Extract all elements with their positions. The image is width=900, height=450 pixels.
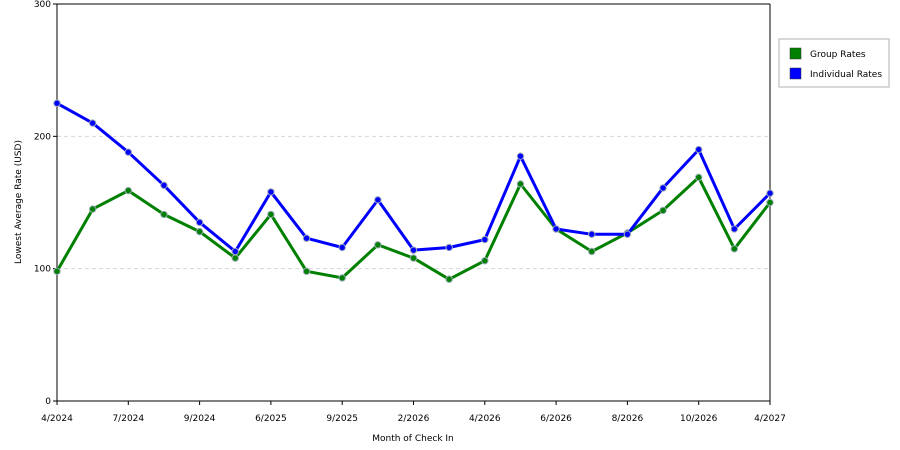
x-tick-label: 6/2025: [255, 414, 287, 424]
series: [53, 99, 774, 283]
series-line: [55, 175, 772, 281]
data-point: [374, 196, 382, 204]
x-axis-title: Month of Check In: [372, 434, 454, 444]
x-tick-label: 4/2024: [41, 414, 73, 424]
x-tick-label: 4/2026: [469, 414, 501, 424]
legend-swatch: [789, 67, 802, 80]
y-tick-label: 100: [34, 265, 51, 275]
data-point: [124, 148, 133, 156]
data-point: [338, 274, 346, 282]
y-tick-label: 300: [34, 0, 51, 10]
data-point: [338, 243, 346, 252]
y-tick-label: 0: [45, 397, 51, 407]
data-point: [88, 205, 97, 213]
data-point: [160, 210, 168, 219]
data-point: [695, 173, 703, 182]
data-point: [374, 241, 382, 249]
data-point: [302, 234, 311, 242]
x-tick-label: 9/2025: [326, 414, 358, 424]
y-tick-label: 200: [34, 132, 51, 142]
data-point: [445, 243, 453, 252]
series-group-rates: [53, 173, 774, 283]
data-point: [409, 246, 418, 254]
x-tick-label: 6/2026: [540, 414, 572, 424]
y-ticks: 0 100 200 300: [34, 0, 57, 407]
data-point: [659, 184, 667, 192]
data-point: [552, 225, 560, 233]
data-point: [516, 152, 525, 160]
data-point: [516, 180, 525, 188]
data-point: [623, 230, 632, 238]
data-point: [481, 257, 489, 265]
series-line: [56, 101, 772, 253]
data-point: [588, 247, 596, 256]
legend: Group Rates Individual Rates: [778, 38, 890, 88]
data-point: [730, 225, 739, 233]
legend-swatch: [789, 47, 802, 60]
data-point: [445, 275, 453, 283]
legend-items: Group Rates Individual Rates: [789, 47, 882, 80]
data-point: [588, 230, 596, 238]
data-point: [302, 267, 311, 276]
data-point: [160, 181, 168, 189]
x-tick-label: 8/2026: [612, 414, 644, 424]
legend-label: Group Rates: [810, 50, 866, 60]
axes: [56, 3, 771, 402]
data-point: [267, 210, 275, 219]
data-point: [730, 245, 739, 253]
data-point: [195, 227, 204, 236]
data-point: [195, 218, 204, 227]
data-point: [766, 198, 774, 207]
x-tick-label: 10/2026: [680, 414, 718, 424]
data-point: [231, 247, 239, 256]
x-tick-label: 2/2026: [398, 414, 430, 424]
data-point: [659, 206, 667, 215]
data-point: [53, 99, 61, 107]
series-individual-rates: [53, 99, 774, 256]
data-point: [267, 188, 275, 196]
legend-label: Individual Rates: [810, 70, 882, 80]
data-point: [124, 186, 133, 195]
data-point: [88, 119, 97, 127]
y-axis-title: Lowest Average Rate (USD): [14, 140, 24, 264]
x-tick-label: 7/2024: [112, 414, 144, 424]
data-point: [409, 254, 418, 262]
x-tick-label: 4/2027: [754, 414, 786, 424]
data-point: [766, 189, 774, 197]
data-point: [231, 254, 239, 262]
data-point: [695, 145, 703, 154]
x-tick-label: 9/2024: [184, 414, 216, 424]
x-ticks: 4/2024 7/2024 9/2024 6/2025 9/2025 2/2026 4/20…: [41, 401, 786, 424]
data-point: [53, 267, 61, 276]
data-point: [481, 235, 489, 244]
